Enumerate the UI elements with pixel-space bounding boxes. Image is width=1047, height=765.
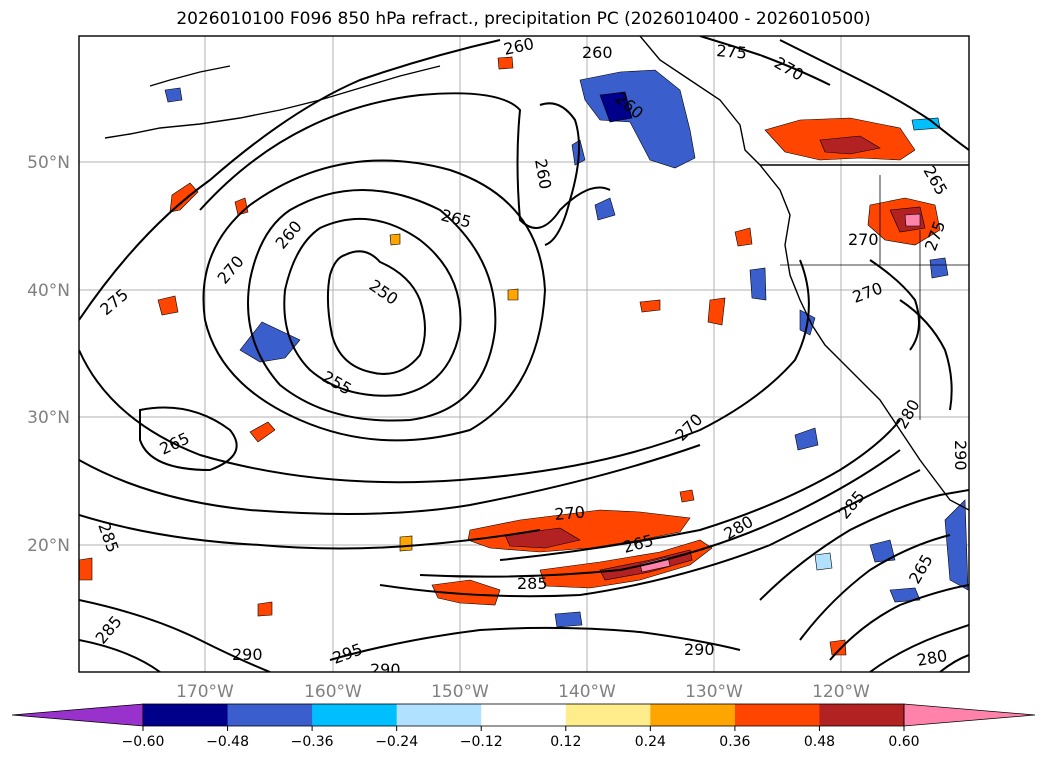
colorbar-tick-label: −0.60: [122, 734, 165, 750]
colorbar-segment: [650, 704, 736, 726]
colorbar-segment: [312, 704, 398, 726]
colorbar-segment: [481, 704, 567, 726]
lat-label: 50°N: [27, 153, 70, 173]
contour-label: 290: [684, 640, 715, 659]
colorbar-tick-label: 0.36: [719, 734, 750, 750]
colorbar-segment: [819, 704, 905, 726]
map-frame: [78, 35, 970, 673]
contour-label: 270: [848, 230, 879, 249]
colorbar-extend-min: [11, 703, 144, 727]
lon-label: 170°W: [176, 682, 234, 702]
colorbar-tick-label: 0.12: [550, 734, 581, 750]
colorbar-tick-label: −0.36: [291, 734, 334, 750]
coastlines: [104, 36, 969, 511]
lon-label: 160°W: [304, 682, 362, 702]
colorbar-extend-max: [903, 703, 1036, 727]
colorbar-tick-label: 0.24: [635, 734, 666, 750]
colorbar-segment: [396, 704, 482, 726]
contour-label: 290: [370, 660, 401, 679]
colorbar-tick-label: 0.60: [888, 734, 919, 750]
precip-negative-areas: [164, 69, 969, 628]
lon-label: 130°W: [685, 682, 743, 702]
colorbar-segment: [143, 704, 229, 726]
contour-label: 290: [951, 440, 970, 471]
colorbar-segment: [734, 704, 820, 726]
lon-label: 120°W: [812, 682, 870, 702]
lat-label: 20°N: [27, 536, 70, 556]
longitude-labels: 170°W 160°W 150°W 140°W 130°W 120°W: [176, 682, 870, 702]
colorbar-tick-label: −0.24: [375, 734, 418, 750]
contour-label: 290: [232, 645, 263, 664]
chart-title: 2026010100 F096 850 hPa refract., precip…: [176, 9, 871, 29]
lon-label: 140°W: [558, 682, 616, 702]
latitude-labels: 50°N 40°N 30°N 20°N: [27, 153, 70, 556]
colorbar-segment: [227, 704, 313, 726]
lat-label: 40°N: [27, 281, 70, 301]
contour-label: 270: [554, 502, 586, 524]
contour-label: 260: [582, 43, 613, 62]
colorbar-segment: [565, 704, 651, 726]
colorbar-tick-label: −0.48: [206, 734, 249, 750]
colorbar: −0.60 −0.48 −0.36 −0.24 −0.12 0.12 0.24 0.36 0.4…: [11, 703, 1036, 750]
precip-positive-areas: [79, 56, 941, 656]
contour-label: 285: [517, 574, 548, 593]
contour-label: 260: [502, 34, 536, 59]
colorbar-tick-label: −0.12: [460, 734, 503, 750]
lat-label: 30°N: [27, 408, 70, 428]
lon-label: 150°W: [431, 682, 489, 702]
colorbar-tick-label: 0.48: [804, 734, 835, 750]
refractivity-contours: [79, 36, 969, 672]
contour-label: 275: [716, 41, 748, 63]
colorbar-frame: [142, 703, 905, 727]
